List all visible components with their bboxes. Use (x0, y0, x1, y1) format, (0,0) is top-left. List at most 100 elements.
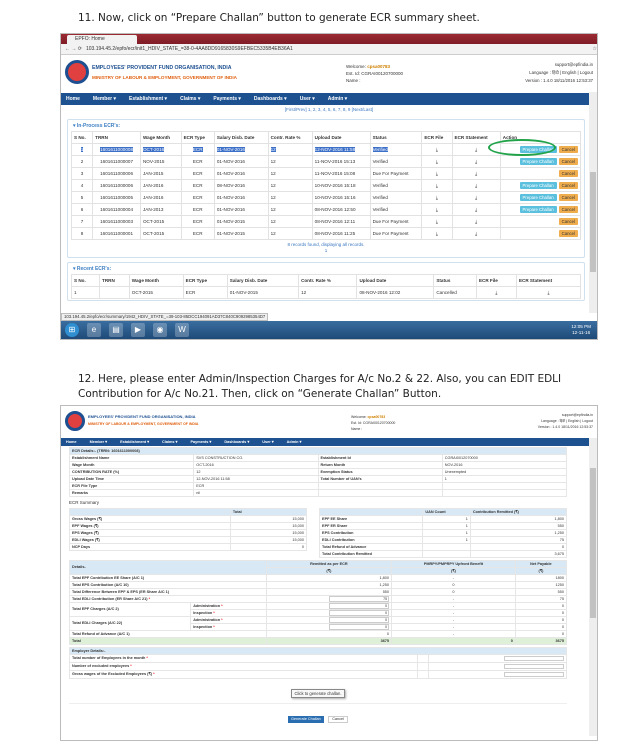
nav-item[interactable]: Payments ▾ (190, 440, 212, 444)
dt-value: 0 (514, 630, 568, 638)
epf-inspection-charges-input[interactable]: 0 (329, 610, 390, 616)
nav-item[interactable]: Claims ▾ (162, 440, 178, 444)
cancel-ecr-button[interactable]: Cancel (558, 230, 578, 237)
contrib-col-header: UAN Count (422, 508, 471, 516)
edli-contribution-input[interactable]: 75 (329, 596, 390, 602)
nav-item[interactable]: Admin ▾ (327, 96, 348, 102)
cancel-ecr-button[interactable]: Cancel (558, 158, 578, 165)
pagination[interactable]: [First/Prev] 1, 2, 3, 4, 5, 6, 7, 8, 9 [… (284, 107, 374, 112)
welcome-user-2: cpsa00783 (367, 415, 386, 419)
ecr-file-download-icon[interactable]: ⤓ (421, 179, 453, 192)
ecr-file-download-icon[interactable]: ⤓ (421, 143, 453, 156)
ecr-statement-download-icon[interactable]: ⤓ (451, 227, 501, 240)
ecr-statement-download-icon[interactable]: ⤓ (451, 191, 501, 204)
detail-value: 12 (193, 468, 319, 476)
employer-input[interactable] (504, 663, 564, 670)
ecr-statement-download-icon[interactable]: ⤓ (451, 155, 501, 168)
explorer-icon[interactable]: ▤ (109, 323, 123, 337)
cancel-ecr-button[interactable]: Cancel (558, 170, 578, 177)
employer-field-label: Total number of Employees in the month * (69, 654, 418, 663)
input-cell: 0 (265, 609, 393, 617)
type-text: ECR (192, 230, 203, 236)
inspection-label-text: Inspection (193, 624, 213, 629)
ecr-file-download-icon[interactable]: ⤓ (421, 215, 453, 228)
prepare-challan-button[interactable]: Prepare Challan (519, 194, 557, 201)
wage-label: EDLI Wages (₹) (69, 536, 231, 544)
language-links[interactable]: Language : हिंदी | English | Logout (529, 70, 593, 75)
nav-item[interactable]: Member ▾ (89, 440, 108, 444)
scrollbar[interactable] (589, 92, 597, 313)
edli-inspection-charges-input[interactable]: 0 (329, 624, 390, 630)
records-page[interactable]: 1 (324, 248, 328, 253)
ecr-file-download-icon[interactable]: ⤓ (421, 191, 453, 204)
generate-challan-button[interactable]: Generate Challan (287, 716, 324, 723)
detail-value: nil (193, 489, 319, 497)
nav-item[interactable]: Home (66, 96, 80, 102)
dt-value: 0 (391, 581, 516, 589)
cancel-ecr-button[interactable]: Cancel (558, 182, 578, 189)
admin-label-text: Administration (193, 617, 221, 622)
status-text: Due For Payment (372, 218, 409, 224)
nav-item[interactable]: Establishment ▾ (120, 440, 150, 444)
step-11-instruction: 11. Now, click on “Prepare Challan” butt… (78, 12, 480, 24)
cancel-ecr-button[interactable]: Cancel (558, 218, 578, 225)
url-text[interactable]: 103.194.45.2/epfo/ecr/init1_HDIV_STATE_=… (85, 46, 293, 52)
nav-item[interactable]: User ▾ (299, 96, 315, 102)
address-bar[interactable]: ← → ⟳ 103.194.45.2/epfo/ecr/init1_HDIV_ST… (61, 44, 597, 55)
ie-icon[interactable]: e (87, 323, 101, 337)
cancel-ecr-button[interactable]: Cancel (558, 146, 578, 153)
epf-admin-charges-input[interactable]: 0 (329, 603, 390, 609)
nav-arrows-icon[interactable]: ← → ⟳ (65, 46, 82, 52)
nav-item[interactable]: Dashboards ▾ (224, 440, 250, 444)
upload-text: 08-NOV-2016 12:50 (314, 206, 356, 212)
cancel-ecr-button[interactable]: Cancel (558, 194, 578, 201)
employer-input[interactable] (504, 671, 564, 678)
ecr-file-download-icon[interactable]: ⤓ (421, 227, 453, 240)
start-button-icon[interactable]: ⊞ (65, 323, 79, 337)
ecr-statement-download-icon[interactable]: ⤓ (515, 286, 582, 299)
scrollbar-2[interactable] (589, 438, 597, 736)
prepare-challan-button[interactable]: Prepare Challan (519, 158, 557, 165)
browser-tab[interactable]: EPFO: Home (67, 35, 137, 44)
prepare-challan-button[interactable]: Prepare Challan (519, 206, 557, 213)
chrome-icon[interactable]: ◉ (153, 323, 167, 337)
cancel-button[interactable]: Cancel (328, 716, 349, 723)
star-icon[interactable]: ☆ (592, 46, 597, 52)
table-row: 2 1601611000007 NOV-2015 ECR 01-NOV-2016 12 11… (70, 155, 582, 168)
browser-tab-bar: EPFO: Home (61, 34, 597, 44)
edli-charges-row: Total EDLI Charges (A/C 22) Administratio… (68, 616, 568, 631)
employer-input[interactable] (504, 655, 564, 662)
cell-trrn: 1601611000004 (92, 203, 141, 216)
ecr-file-download-icon[interactable]: ⤓ (421, 155, 453, 168)
column-header: ECR File (475, 274, 517, 287)
clock[interactable]: 12:05 PM 12-11-16 (571, 324, 597, 336)
media-icon[interactable]: ▶ (131, 323, 145, 337)
ecr-file-download-icon[interactable]: ⤓ (421, 167, 453, 180)
edli-admin-charges-input[interactable]: 0 (329, 617, 390, 623)
nav-item[interactable]: Dashboards ▾ (253, 96, 287, 102)
support-link[interactable]: support@epfindia.in (554, 62, 593, 67)
nav-item[interactable]: Establishment ▾ (128, 96, 168, 102)
support-link-2[interactable]: support@epfindia.in (561, 413, 593, 417)
prepare-challan-button[interactable]: Prepare Challan (519, 182, 557, 189)
cancel-ecr-button[interactable]: Cancel (558, 206, 578, 213)
nav-item[interactable]: Payments ▾ (213, 96, 241, 102)
nav-item[interactable]: Claims ▾ (180, 96, 201, 102)
word-icon[interactable]: W (175, 323, 189, 337)
ecr-file-download-icon[interactable]: ⤓ (421, 203, 453, 216)
nav-item[interactable]: Home (66, 440, 77, 444)
ecr-file-download-icon[interactable]: ⤓ (475, 286, 517, 299)
ecr-statement-download-icon[interactable]: ⤓ (451, 215, 501, 228)
detail-row: ECR File Type ECR (68, 482, 568, 490)
dt-col-header: Remitted as per ECR (265, 560, 393, 568)
nav-item[interactable]: Member ▾ (92, 96, 116, 102)
ecr-statement-download-icon[interactable]: ⤓ (451, 203, 501, 216)
nav-item[interactable]: Admin ▾ (286, 440, 302, 444)
language-links-2[interactable]: Language : हिंदी | English | Logout (541, 419, 593, 423)
nav-item[interactable]: User ▾ (262, 440, 274, 444)
required-star: * (152, 672, 155, 677)
ecr-statement-download-icon[interactable]: ⤓ (451, 179, 501, 192)
dt-header: Details- Remitted as per ECR PMRPY/PMPRPY … (69, 560, 568, 575)
disb-text: 01-NOV-2016 (216, 170, 245, 176)
ecr-statement-download-icon[interactable]: ⤓ (451, 167, 501, 180)
